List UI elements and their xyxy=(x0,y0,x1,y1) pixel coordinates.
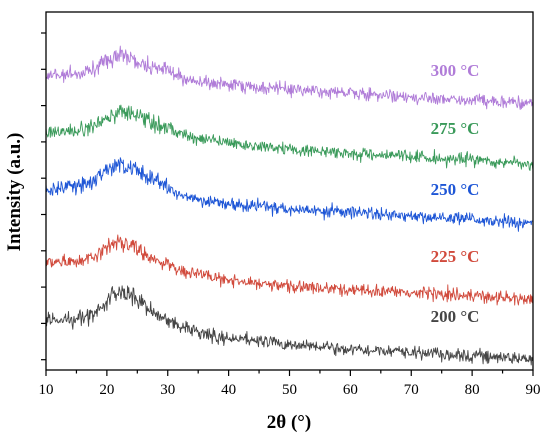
x-tick-label-1: 20 xyxy=(99,382,114,398)
series-line-0 xyxy=(45,45,534,110)
series-label-2: 250 °C xyxy=(431,180,480,199)
series-line-4 xyxy=(45,285,534,366)
x-tick-label-2: 30 xyxy=(160,382,175,398)
series-line-2 xyxy=(45,157,534,232)
x-tick-label-3: 40 xyxy=(221,382,236,398)
axes-layer: 10 20 30 40 50 60 70 80 90 xyxy=(39,11,541,398)
series-line-3 xyxy=(45,234,534,306)
x-tick-label-7: 80 xyxy=(465,382,480,398)
series-label-1: 275 °C xyxy=(431,119,480,138)
series-layer: 300 °C 275 °C 250 °C 225 °C 200 °C xyxy=(45,45,534,366)
x-tick-label-5: 60 xyxy=(343,382,358,398)
series-label-3: 225 °C xyxy=(431,247,480,266)
series-label-4: 200 °C xyxy=(431,307,480,326)
x-tick-label-6: 70 xyxy=(404,382,419,398)
x-axis-title: 2θ (°) xyxy=(267,412,311,433)
x-tick-label-8: 90 xyxy=(526,382,541,398)
x-tick-label-0: 10 xyxy=(39,382,54,398)
series-label-0: 300 °C xyxy=(431,61,480,80)
x-tick-label-4: 50 xyxy=(282,382,297,398)
y-axis-title: Intensity (a.u.) xyxy=(4,133,25,252)
series-line-1 xyxy=(45,104,534,171)
